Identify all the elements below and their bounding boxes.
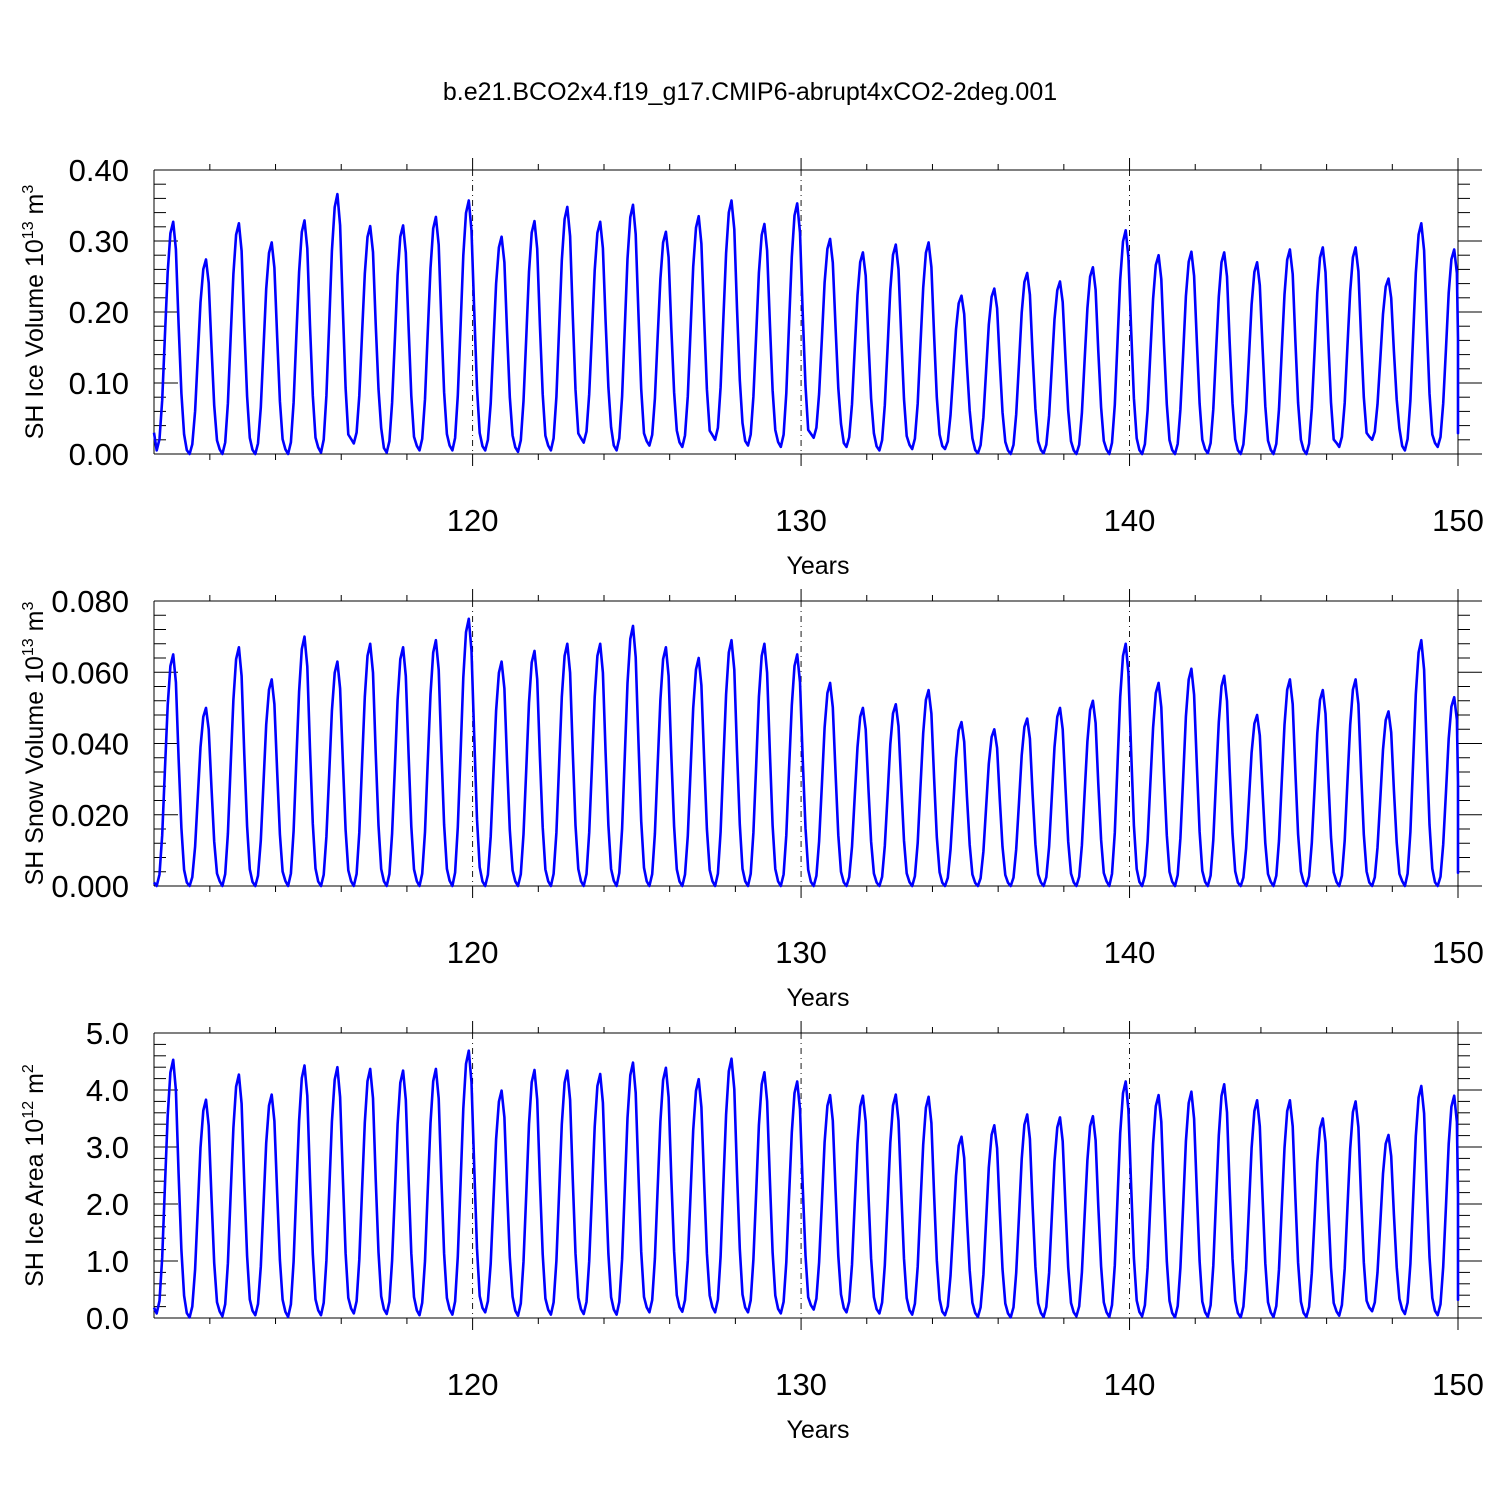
x-tick-label: 140 — [1104, 935, 1156, 970]
y-axis-title: SH Ice Area 1012 m2 — [20, 1064, 49, 1287]
x-tick-label: 120 — [447, 1367, 499, 1402]
y-tick-label: 0.080 — [51, 584, 129, 619]
x-tick-label: 130 — [775, 935, 827, 970]
x-axis-title: Years — [786, 984, 849, 1012]
series-line — [152, 1049, 1460, 1319]
series-line — [152, 617, 1460, 888]
plot-panel-2: 120 130 140 150 Years 0.000 0.020 0.040 0.060 0.0… — [20, 584, 1484, 1012]
plot-panel-3: 120 130 140 150 Years 0.0 1.0 2.0 3.0 4.0 5.0 SH Ic… — [20, 1016, 1484, 1444]
x-tick-label: 140 — [1104, 503, 1156, 538]
y-tick-label: 0.0 — [86, 1301, 129, 1336]
y-tick-label: 0.020 — [51, 798, 129, 833]
plot-panel-1: 120 130 140 150 Years 0.00 0.10 0.20 0.30 0.40 SH … — [20, 153, 1484, 580]
x-tick-label: 150 — [1432, 1367, 1484, 1402]
x-axis-title: Years — [786, 552, 849, 580]
y-axis-title: SH Ice Volume 1013 m3 — [20, 185, 49, 440]
x-tick-label: 120 — [447, 503, 499, 538]
y-tick-label: 3.0 — [86, 1130, 129, 1165]
x-tick-label: 150 — [1432, 935, 1484, 970]
y-tick-label: 2.0 — [86, 1187, 129, 1222]
x-tick-label: 150 — [1432, 503, 1484, 538]
chart-title: b.e21.BCO2x4.f19_g17.CMIP6-abrupt4xCO2-2… — [442, 78, 1058, 106]
y-tick-label: 1.0 — [86, 1244, 129, 1279]
x-tick-label: 130 — [775, 1367, 827, 1402]
y-tick-label: 0.00 — [69, 437, 129, 472]
y-tick-label: 0.060 — [51, 655, 129, 690]
series-line — [152, 192, 1460, 456]
y-tick-label: 0.10 — [69, 366, 129, 401]
x-tick-label: 140 — [1104, 1367, 1156, 1402]
x-tick-label: 120 — [447, 935, 499, 970]
y-axis-title: SH Snow Volume 1013 m3 — [20, 602, 49, 886]
x-tick-label: 130 — [775, 503, 827, 538]
y-tick-label: 0.000 — [51, 869, 129, 904]
y-tick-label: 0.040 — [51, 727, 129, 762]
y-tick-label: 0.20 — [69, 295, 129, 330]
y-tick-label: 0.30 — [69, 224, 129, 259]
y-tick-label: 0.40 — [69, 153, 129, 188]
y-tick-label: 4.0 — [86, 1073, 129, 1108]
x-axis-title: Years — [786, 1416, 849, 1444]
y-tick-label: 5.0 — [86, 1016, 129, 1051]
